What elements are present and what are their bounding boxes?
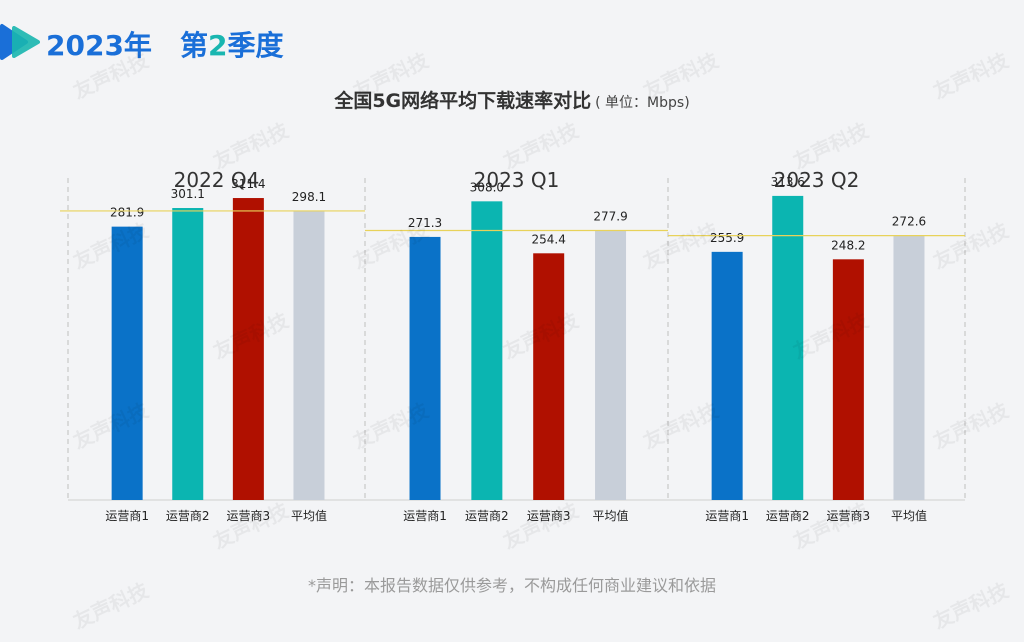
category-label: 运营商1: [403, 508, 447, 523]
bar: [471, 201, 503, 501]
category-label: 平均值: [593, 508, 629, 523]
data-label: 248.2: [831, 238, 865, 252]
category-label: 运营商3: [827, 508, 871, 523]
data-label: 298.1: [292, 190, 326, 204]
data-label: 281.9: [110, 206, 144, 220]
bar: [293, 210, 325, 500]
report-header: 2023年 第2季度: [0, 22, 400, 62]
data-label: 301.1: [171, 187, 205, 201]
bar: [172, 208, 204, 501]
bar: [232, 198, 264, 500]
group-title: 2023 Q1: [474, 168, 560, 192]
data-label: 277.9: [593, 210, 627, 224]
bar: [711, 251, 743, 500]
category-label: 运营商1: [705, 508, 749, 523]
category-label: 平均值: [291, 508, 327, 523]
group-title: 2023 Q2: [774, 168, 860, 192]
bar: [533, 253, 565, 500]
data-label: 255.9: [710, 231, 744, 245]
quarter-number: 2: [208, 29, 228, 62]
play-icon: [0, 24, 40, 60]
data-label: 254.4: [532, 232, 566, 246]
category-label: 运营商2: [465, 508, 509, 523]
header-year: 2023年: [46, 29, 152, 62]
bar: [409, 236, 441, 501]
bar: [832, 259, 864, 500]
category-label: 运营商3: [527, 508, 571, 523]
chart-title: 全国5G网络平均下载速率对比( 单位：Mbps): [0, 86, 1024, 113]
data-label: 271.3: [408, 216, 442, 230]
category-label: 运营商1: [105, 508, 149, 523]
category-label: 运营商2: [166, 508, 210, 523]
category-label: 运营商3: [227, 508, 271, 523]
data-label: 313.6: [771, 175, 805, 189]
data-label: 311.4: [231, 177, 265, 191]
quarter-prefix: 第: [180, 29, 209, 62]
data-label: 308.0: [470, 180, 504, 194]
quarter-suffix: 季度: [227, 29, 284, 62]
bar: [595, 230, 627, 500]
chart-title-main: 全国5G网络平均下载速率对比: [334, 90, 592, 112]
category-label: 平均值: [891, 508, 927, 523]
chart-title-unit: ( 单位：Mbps): [595, 95, 690, 111]
bar: [893, 235, 925, 501]
group-title: 2022 Q4: [174, 168, 260, 192]
bar: [111, 226, 143, 500]
disclaimer-text: *声明：本报告数据仅供参考，不构成任何商业建议和依据: [307, 576, 716, 595]
category-label: 运营商2: [766, 508, 810, 523]
bar: [772, 195, 804, 501]
header-quarter: 第2季度: [180, 24, 284, 64]
data-label: 272.6: [892, 215, 926, 229]
